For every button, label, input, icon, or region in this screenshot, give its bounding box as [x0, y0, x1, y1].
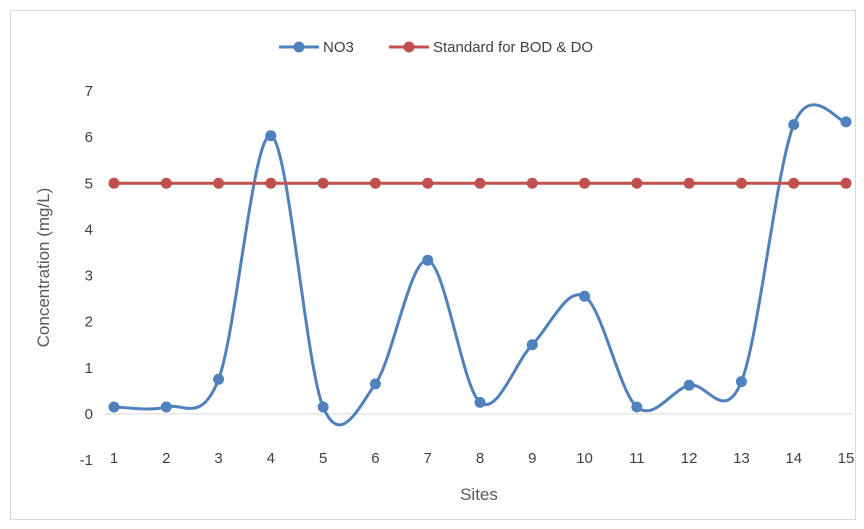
x-tick-label: 7	[424, 450, 432, 467]
data-point	[160, 401, 172, 413]
data-point	[526, 339, 538, 351]
data-point	[579, 177, 591, 189]
y-tick-label: 5	[85, 175, 93, 192]
data-point	[213, 373, 225, 385]
data-point	[788, 177, 800, 189]
data-point	[265, 177, 277, 189]
y-tick-label: 6	[85, 129, 93, 146]
data-point	[735, 376, 747, 388]
legend-item: Standard for BOD & DO	[389, 39, 593, 56]
x-tick-label: 10	[576, 450, 593, 467]
x-tick-label: 11	[629, 450, 645, 467]
y-tick-label: 1	[85, 360, 93, 377]
x-tick-label: 4	[267, 450, 275, 467]
data-point	[579, 290, 591, 302]
legend-item: NO3	[279, 39, 354, 56]
data-point	[422, 254, 434, 266]
data-point	[526, 177, 538, 189]
data-point	[840, 116, 852, 128]
data-point	[631, 401, 643, 413]
x-tick-label: 2	[162, 450, 170, 467]
data-point	[683, 379, 695, 391]
y-axis-tick-labels: -1 0 1 2 3 4 5 6 7	[80, 83, 93, 469]
data-point	[265, 130, 277, 142]
series-layer	[108, 103, 852, 427]
x-tick-label: 1	[110, 450, 118, 467]
data-point	[160, 177, 172, 189]
y-axis-title: Concentration (mg/L)	[34, 188, 53, 348]
x-tick-label: 13	[733, 450, 750, 467]
data-point	[474, 396, 486, 408]
data-point	[840, 177, 852, 189]
data-point	[317, 177, 329, 189]
legend-marker	[403, 41, 415, 53]
x-axis-title: Sites	[460, 485, 498, 504]
series-no3	[108, 103, 852, 427]
x-axis-tick-labels: 1 2 3 4 5 6 7 8 9 10 11 12 13 14 15	[110, 450, 855, 467]
x-tick-label: 3	[214, 450, 222, 467]
x-tick-label: 12	[681, 450, 698, 467]
data-point	[108, 401, 120, 413]
data-point	[317, 401, 329, 413]
series-standard	[108, 177, 852, 189]
data-point	[683, 177, 695, 189]
data-point	[369, 177, 381, 189]
data-point	[108, 177, 120, 189]
legend-label: Standard for BOD & DO	[433, 39, 593, 56]
x-tick-label: 14	[785, 450, 802, 467]
x-tick-label: 6	[371, 450, 379, 467]
x-tick-label: 9	[528, 450, 536, 467]
x-tick-label: 15	[838, 450, 855, 467]
data-point	[213, 177, 225, 189]
series-line	[113, 103, 847, 427]
legend-label: NO3	[323, 39, 354, 56]
y-tick-label: 4	[85, 221, 93, 238]
y-tick-label: 7	[85, 83, 93, 100]
legend-marker	[293, 41, 305, 53]
data-point	[788, 119, 800, 131]
legend: NO3 Standard for BOD & DO	[279, 39, 593, 56]
y-tick-label: 0	[85, 406, 93, 423]
y-tick-label: 2	[85, 314, 93, 331]
y-tick-label: 3	[85, 268, 93, 285]
data-point	[735, 177, 747, 189]
y-tick-label: -1	[80, 452, 93, 469]
x-tick-label: 5	[319, 450, 327, 467]
data-point	[474, 177, 486, 189]
data-point	[422, 177, 434, 189]
data-point	[369, 378, 381, 390]
x-tick-label: 8	[476, 450, 484, 467]
data-point	[631, 177, 643, 189]
